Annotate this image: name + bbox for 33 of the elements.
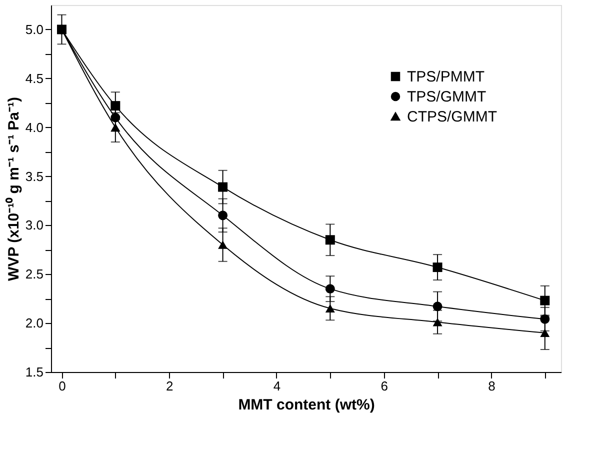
x-tick-label: 6	[380, 378, 388, 394]
y-tick-label: 2.0	[25, 316, 44, 331]
y-tick-label: 3.0	[25, 218, 44, 233]
x-tick-label: 0	[58, 378, 66, 394]
point	[540, 314, 550, 324]
point	[110, 123, 120, 132]
point	[432, 318, 442, 326]
y-tick-label: 4.5	[25, 70, 44, 86]
y-tick-label: 5.0	[25, 22, 44, 37]
x-tick-label: 8	[488, 378, 496, 394]
point	[432, 302, 442, 312]
legend-label: TPS/GMMT	[407, 88, 486, 106]
point	[432, 262, 442, 272]
point	[110, 112, 120, 122]
y-tick-label: 2.5	[25, 266, 44, 282]
x-tick-label: 2	[166, 378, 174, 394]
point	[218, 182, 228, 192]
point	[110, 101, 120, 111]
y-axis-title: WVP (x10⁻¹⁰ g m⁻¹ s⁻¹ Pa⁻¹)	[4, 97, 22, 281]
point	[540, 328, 550, 337]
x-tick-label: 4	[273, 378, 281, 394]
point	[325, 284, 335, 294]
point	[218, 240, 228, 249]
legend-label: TPS/PMMT	[407, 68, 484, 86]
legend-label: CTPS/GMMT	[407, 108, 497, 126]
point	[325, 235, 335, 245]
y-tick-label: 3.5	[25, 168, 44, 184]
y-tick-label: 4.0	[25, 120, 44, 135]
point	[540, 296, 550, 306]
x-axis-title: MMT content (wt%)	[238, 396, 375, 414]
point	[325, 304, 335, 312]
y-tick-label: 1.5	[25, 364, 44, 380]
point	[218, 210, 228, 220]
